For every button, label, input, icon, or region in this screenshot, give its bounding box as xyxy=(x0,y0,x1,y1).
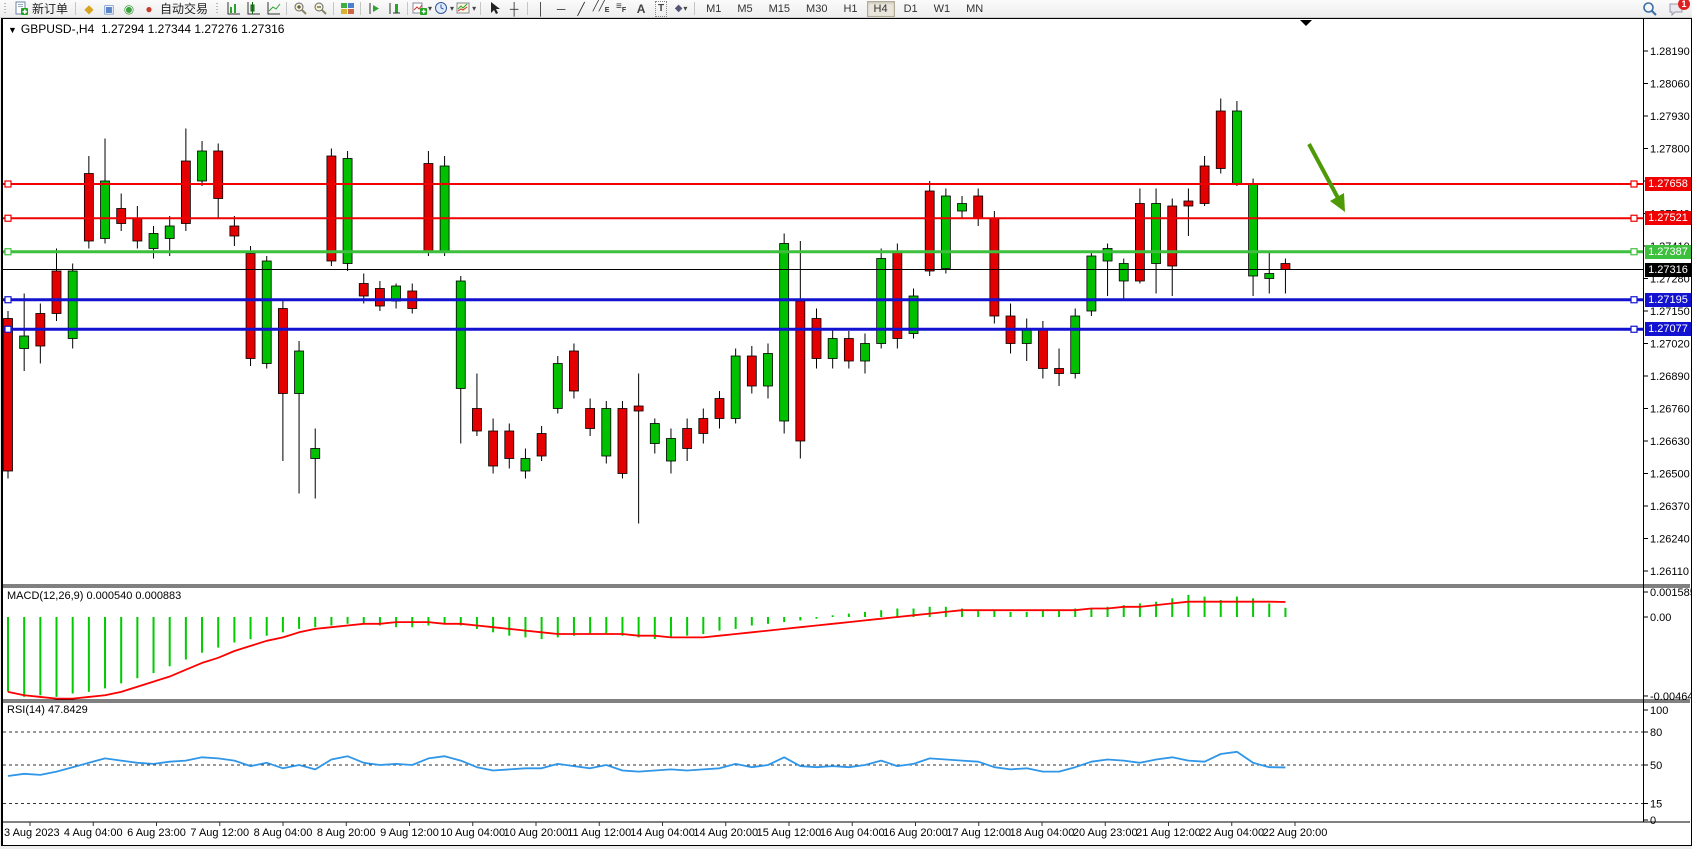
channel-icon[interactable]: ╱╱E xyxy=(592,0,610,14)
crosshair-icon[interactable]: ┼ xyxy=(509,1,519,16)
vertical-line-icon[interactable]: │ xyxy=(537,1,545,16)
chart-window xyxy=(1,18,1692,846)
tf-h4[interactable]: H4 xyxy=(866,0,895,17)
zoom-out-icon[interactable] xyxy=(310,1,330,17)
zoom-in-icon[interactable] xyxy=(290,1,310,17)
level-price-badge: 1.27658 xyxy=(1645,177,1691,191)
chart-ohlc-values: 1.27294 1.27344 1.27276 1.27316 xyxy=(100,22,285,36)
line-chart-icon[interactable] xyxy=(263,1,283,17)
toolbar: 新订单 ◆ ▣ ◉ ● 自动交易 ▾ ▾ ▾ ┼ │ ─ xyxy=(0,0,1692,19)
notification-badge: 1 xyxy=(1678,0,1690,10)
tf-m5[interactable]: M5 xyxy=(737,2,753,15)
auto-trading-icon[interactable]: ● xyxy=(145,1,153,16)
toolbar-separator xyxy=(286,2,288,15)
symbol-dropdown-icon[interactable]: ▼ xyxy=(8,25,17,35)
current-price-badge: 1.27316 xyxy=(1645,262,1691,277)
level-price-badge: 1.27521 xyxy=(1645,211,1691,226)
tf-m30[interactable]: M30 xyxy=(806,2,828,15)
new-order-icon[interactable] xyxy=(11,1,31,17)
chart-title: ▼ GBPUSD-,H4 1.27294 1.27344 1.27276 1.27… xyxy=(8,22,284,36)
toolbar-separator xyxy=(407,2,409,15)
data-window-icon[interactable]: ▣ xyxy=(103,1,115,16)
templates-icon[interactable]: ▾ xyxy=(455,1,477,17)
toolbar-separator xyxy=(333,2,335,15)
toolbar-separator xyxy=(360,2,362,15)
trendline-icon[interactable]: ╱ xyxy=(577,1,585,16)
toolbar-separator xyxy=(480,2,482,15)
tf-w1[interactable]: W1 xyxy=(933,2,951,15)
rsi-indicator-label: RSI(14) 47.8429 xyxy=(7,704,88,716)
text-icon[interactable]: A xyxy=(636,1,646,16)
auto-trading-button[interactable]: 自动交易 xyxy=(160,2,209,16)
candlestick-chart-icon[interactable] xyxy=(243,1,263,17)
tf-m15[interactable]: M15 xyxy=(768,2,791,15)
level-price-badge: 1.27387 xyxy=(1645,244,1691,259)
shapes-icon[interactable]: ◆ ▾ xyxy=(674,2,688,14)
periods-icon[interactable]: ▾ xyxy=(433,1,455,17)
level-price-badge: 1.27195 xyxy=(1645,292,1691,307)
toolbar-separator xyxy=(527,2,529,15)
tf-d1[interactable]: D1 xyxy=(903,2,918,15)
tf-mn[interactable]: MN xyxy=(966,2,984,15)
indicators-icon[interactable]: ▾ xyxy=(411,1,433,17)
market-watch-icon[interactable]: ◆ xyxy=(84,1,94,16)
toolbar-separator xyxy=(75,2,77,15)
tf-m1[interactable]: M1 xyxy=(706,2,722,15)
tile-windows-icon[interactable] xyxy=(337,1,357,17)
fibonacci-icon[interactable]: ≡F xyxy=(611,0,631,19)
toolbar-separator xyxy=(694,2,696,15)
auto-scroll-icon[interactable] xyxy=(364,1,384,17)
tf-h1[interactable]: H1 xyxy=(843,2,858,15)
signals-icon[interactable]: ◉ xyxy=(123,1,135,16)
notifications-icon[interactable]: 1 xyxy=(1666,0,1690,17)
level-price-badge: 1.27077 xyxy=(1645,322,1691,337)
search-icon[interactable] xyxy=(1640,1,1660,17)
cursor-icon[interactable] xyxy=(484,1,504,17)
toolbar-grip[interactable] xyxy=(3,2,8,15)
horizontal-line-icon[interactable]: ─ xyxy=(556,1,566,16)
chart-shift-icon[interactable] xyxy=(384,1,404,17)
macd-indicator-label: MACD(12,26,9) 0.000540 0.000883 xyxy=(7,590,182,602)
new-order-button[interactable]: 新订单 xyxy=(32,2,69,16)
bar-chart-icon[interactable] xyxy=(223,1,243,17)
label-icon[interactable]: T xyxy=(651,0,671,17)
toolbar-grip[interactable] xyxy=(215,2,221,15)
chart-symbol-period: GBPUSD-,H4 xyxy=(20,22,95,36)
